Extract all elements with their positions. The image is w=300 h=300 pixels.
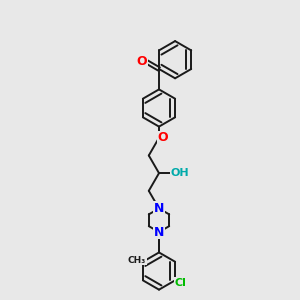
Text: O: O	[137, 56, 147, 68]
Text: N: N	[154, 202, 164, 215]
Text: N: N	[154, 226, 164, 238]
Text: Cl: Cl	[175, 278, 186, 288]
Text: O: O	[157, 131, 168, 144]
Text: N: N	[154, 202, 164, 215]
Text: CH₃: CH₃	[128, 256, 146, 265]
Text: OH: OH	[171, 168, 189, 178]
